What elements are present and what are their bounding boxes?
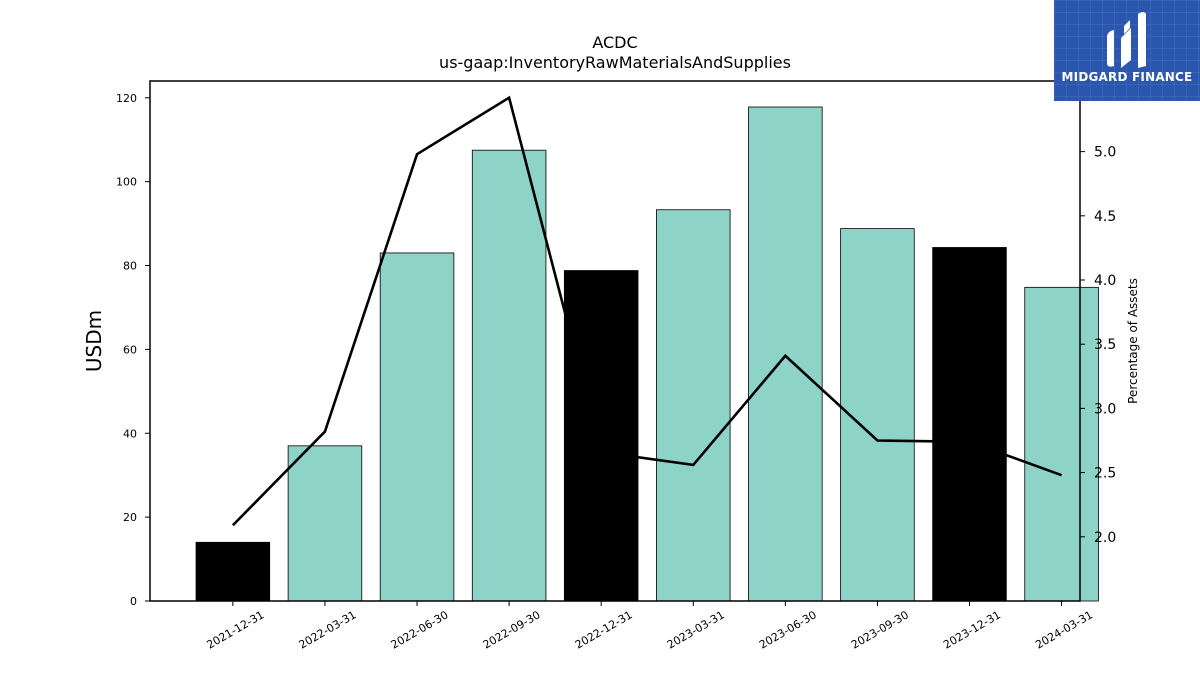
y2-tick-label: 4.0 [1094,273,1116,289]
bar-2022-12-31 [563,270,639,602]
y2-tick-label: 3.0 [1094,401,1116,417]
y-tick-label: 60 [123,343,137,356]
bars-layer [195,106,1099,602]
bar-2022-03-31 [287,445,363,602]
bar-2024-03-31 [1024,286,1099,602]
y-tick-label: 100 [116,176,137,189]
y-tick-label: 40 [123,427,137,440]
x-tick-label: 2023-12-31 [941,608,1003,651]
chart-subtitle: us-gaap:InventoryRawMaterialsAndSupplies [439,53,791,72]
y2-tick-label: 4.5 [1094,209,1116,225]
midgard-logo-icon [1107,12,1146,68]
bar-2022-09-30 [471,149,547,602]
bar-2023-12-31 [932,247,1007,602]
y-tick-label: 0 [130,595,137,608]
x-tick-label: 2023-03-31 [665,608,727,651]
bar-2022-06-30 [379,252,455,602]
x-tick-label: 2023-06-30 [757,608,819,651]
x-tick-label: 2022-09-30 [481,608,543,651]
y2-tick-label: 5.0 [1094,145,1116,161]
x-tick-label: 2023-09-30 [849,608,911,651]
logo-text: MIDGARD FINANCE [1061,70,1193,84]
x-tick-label: 2024-03-31 [1033,608,1095,651]
y-tick-label: 120 [116,92,137,105]
y-axis-label: USDm [82,310,106,372]
y-tick-label: 80 [123,260,137,273]
bar-2021-12-31 [195,541,271,602]
plot-frame [149,80,1081,602]
percentage-line [231,95,1063,527]
y2-tick-label: 2.0 [1094,530,1116,546]
midgard-finance-logo: MIDGARD FINANCE [1054,0,1200,101]
x-tick-label: 2022-03-31 [297,608,359,651]
y2-axis-label: Percentage of Assets [1126,278,1140,404]
x-tick-label: 2022-12-31 [573,608,635,651]
x-tick-label: 2021-12-31 [204,608,266,651]
line-layer [231,95,1063,527]
x-tick-label: 2022-06-30 [389,608,451,651]
y-tick-label: 20 [123,511,137,524]
y2-tick-label: 2.5 [1094,466,1116,482]
chart-title: ACDC [592,33,637,52]
bar-2023-03-31 [656,209,731,602]
bar-2023-09-30 [840,228,915,602]
y2-tick-label: 3.5 [1094,337,1116,353]
